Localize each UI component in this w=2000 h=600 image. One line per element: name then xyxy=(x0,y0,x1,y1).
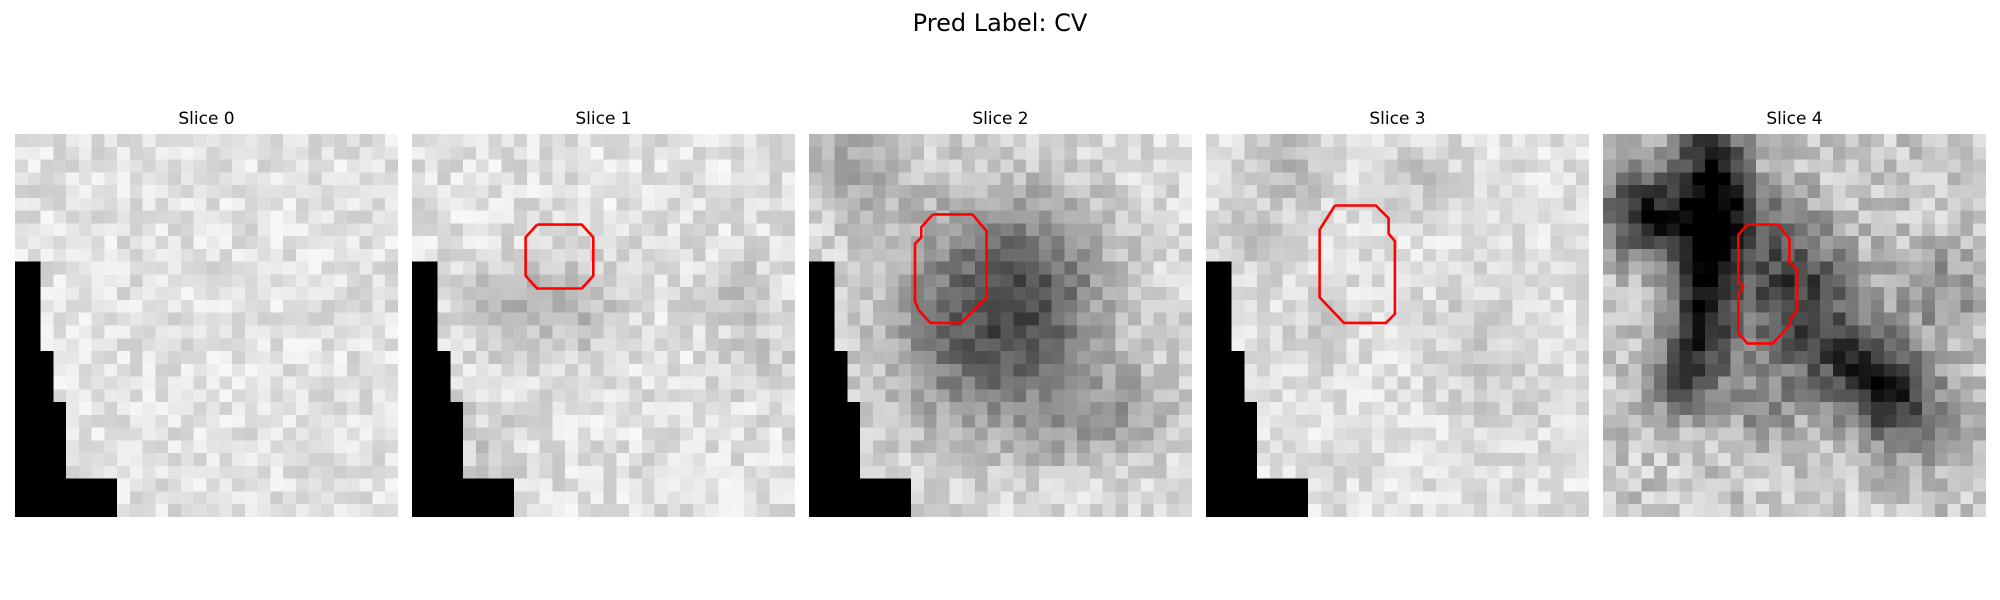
segmentation-contour xyxy=(1318,204,1397,325)
slice-title: Slice 0 xyxy=(178,109,235,129)
slice-image xyxy=(15,134,398,517)
slice-pixels xyxy=(809,134,1192,517)
slice-image xyxy=(412,134,795,517)
slice-title: Slice 3 xyxy=(1369,109,1426,129)
slice-pixels xyxy=(412,134,795,517)
slice-pixels xyxy=(1206,134,1589,517)
figure-title: Pred Label: CV xyxy=(912,9,1088,37)
slice-image xyxy=(1206,134,1589,517)
slice-image xyxy=(1603,134,1986,517)
slice-title: Slice 2 xyxy=(972,109,1029,129)
slice-title: Slice 4 xyxy=(1766,109,1823,129)
segmentation-contour xyxy=(524,223,595,290)
segmentation-contour xyxy=(1737,223,1799,345)
segmentation-contour xyxy=(913,213,988,325)
slice-pixels xyxy=(1603,134,1986,517)
slice-image xyxy=(809,134,1192,517)
slice-title: Slice 1 xyxy=(575,109,632,129)
slice-pixels xyxy=(15,134,398,517)
